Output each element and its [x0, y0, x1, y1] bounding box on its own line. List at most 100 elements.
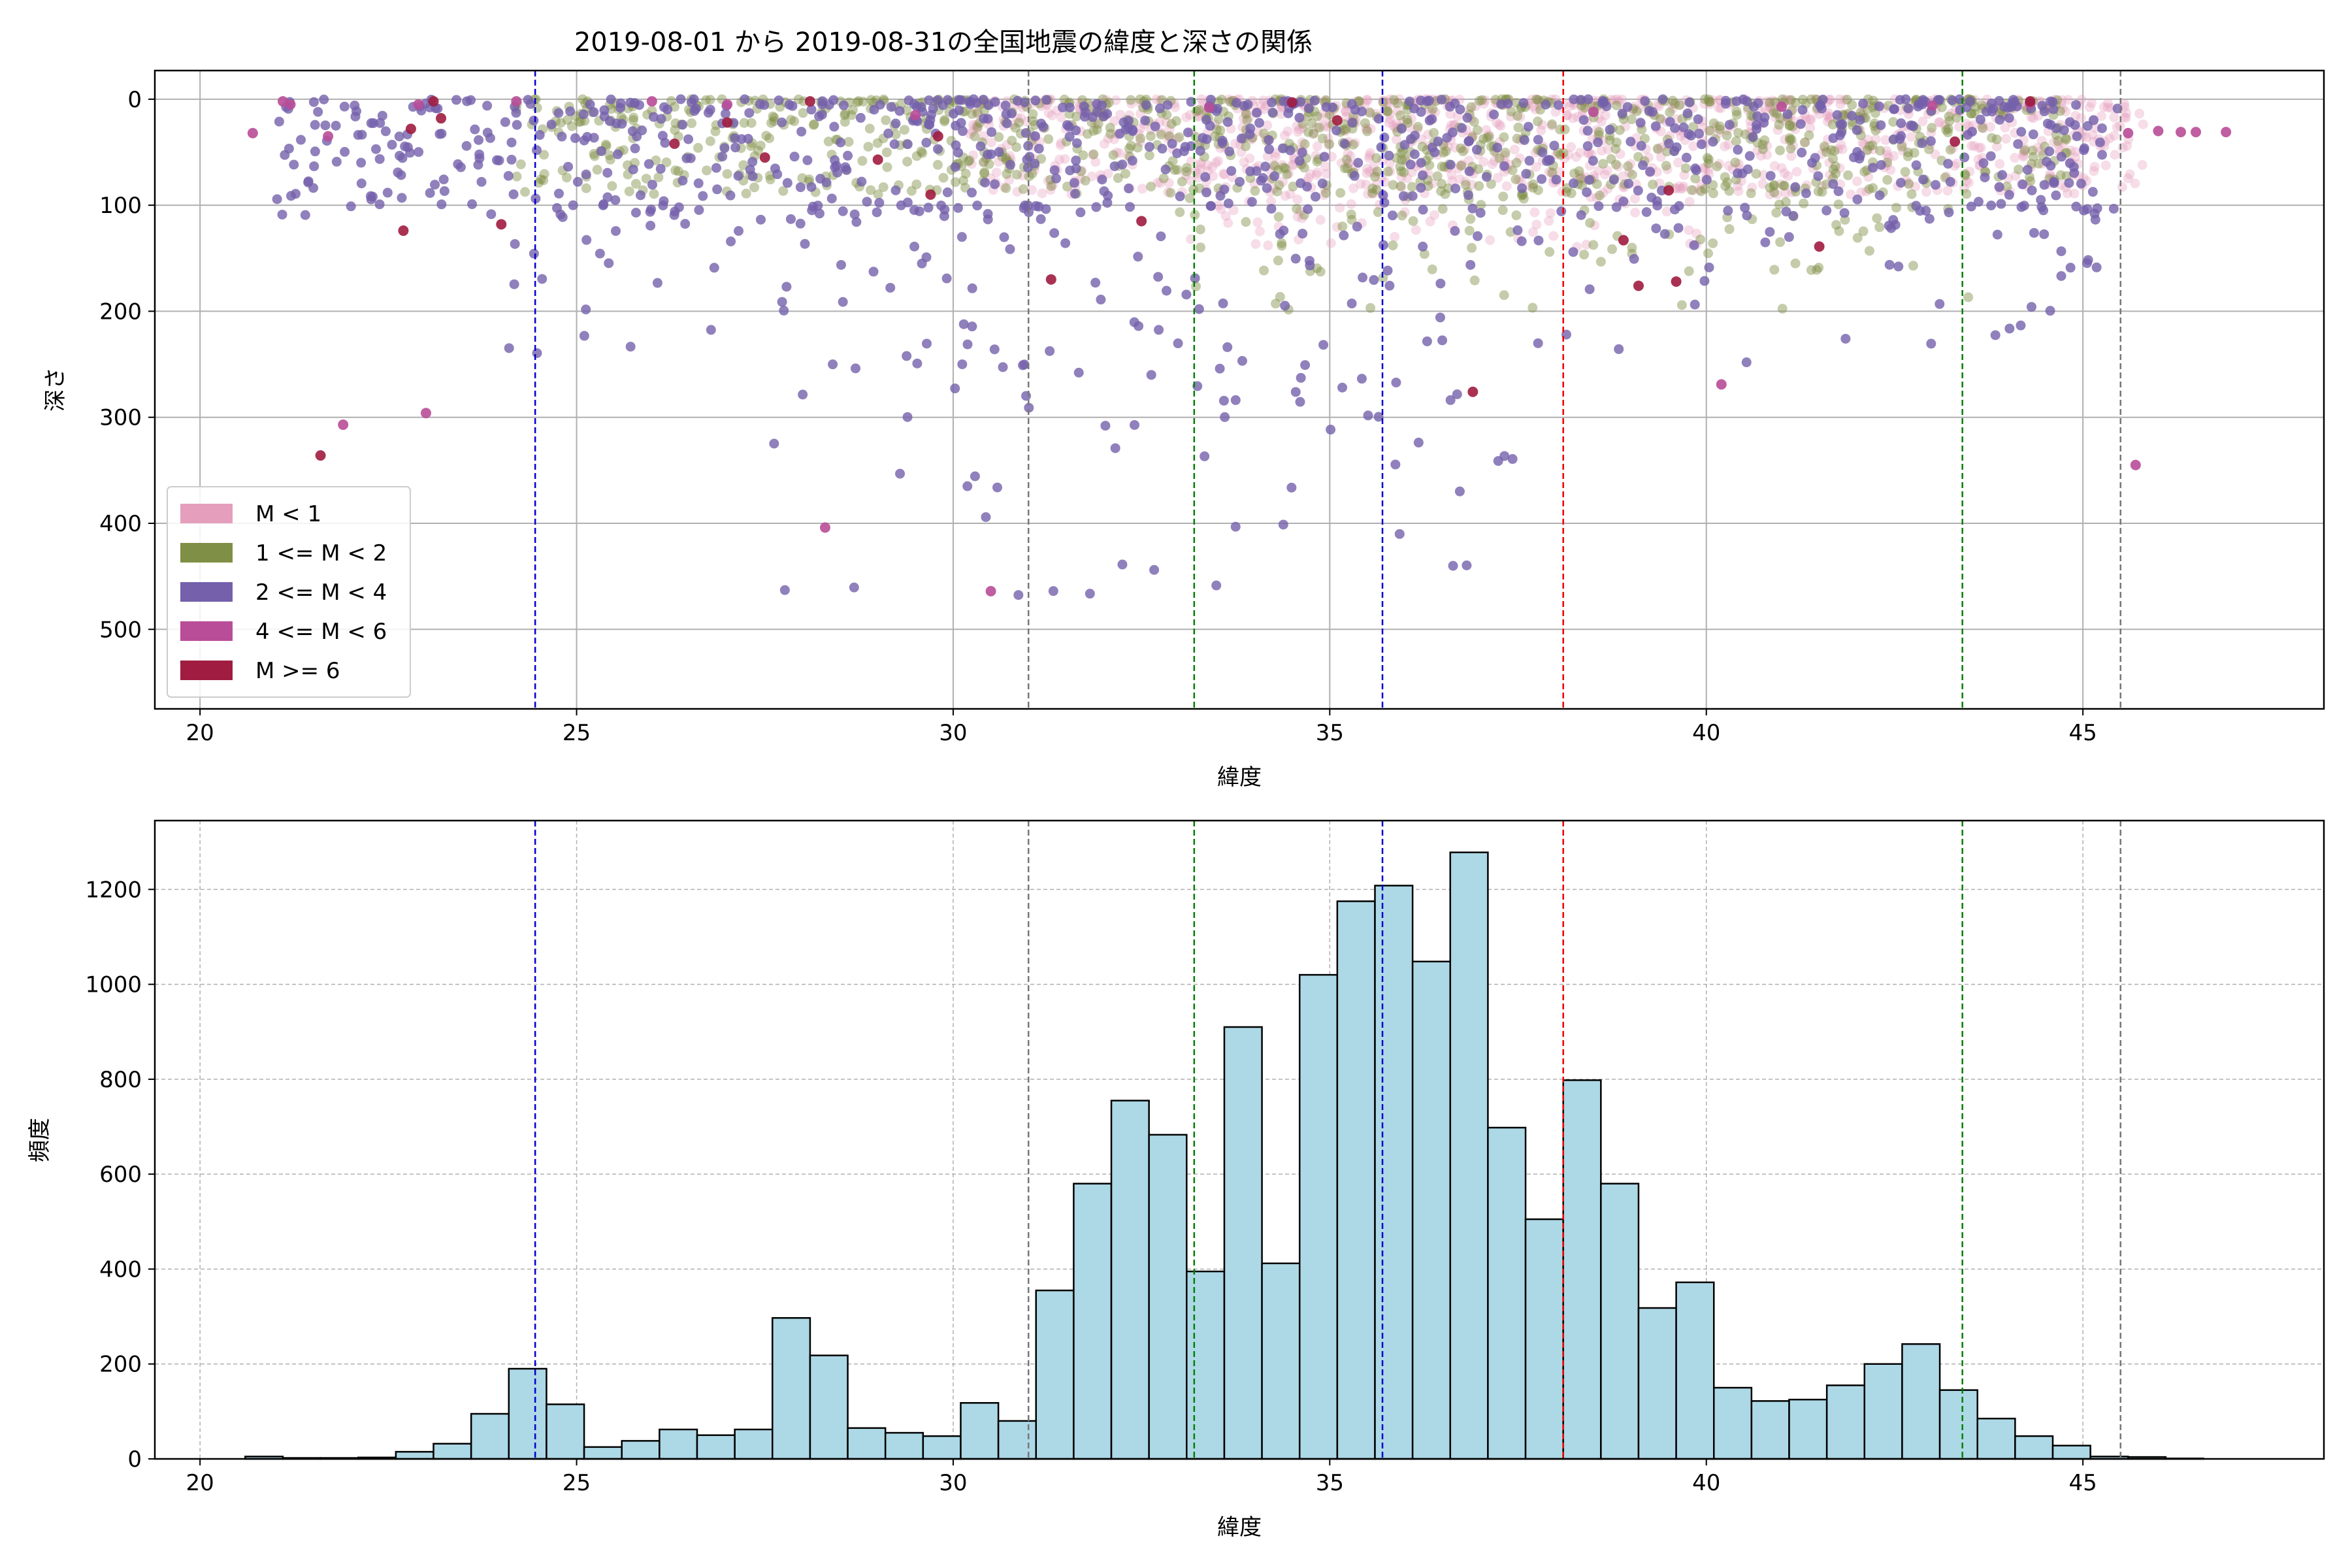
scatter-point [2046, 120, 2056, 130]
histogram-bar [922, 1435, 962, 1460]
scatter-point [759, 100, 770, 110]
scatter-point [872, 154, 883, 165]
scatter-point [1562, 110, 1573, 120]
scatter-point [1205, 121, 1215, 131]
scatter-point [932, 131, 943, 142]
scatter-point [653, 172, 664, 182]
scatter-point [943, 95, 953, 105]
scatter-point [552, 203, 563, 213]
scatter-point [1045, 185, 1056, 195]
scatter-point [1180, 142, 1190, 152]
scatter-point [1847, 100, 1857, 110]
scatter-point [277, 209, 287, 220]
scatter-point [1859, 139, 1869, 150]
scatter-point [309, 161, 319, 171]
scatter-point [1190, 210, 1200, 220]
scatter-point [1326, 425, 1336, 435]
scatter-point [1155, 178, 1166, 188]
scatter-point [1506, 106, 1516, 117]
scatter-point [1980, 172, 1990, 183]
scatter-point [1596, 116, 1607, 127]
scatter-point [1399, 140, 1410, 150]
scatter-point [1895, 178, 1906, 188]
scatter-point [866, 185, 876, 195]
scatter-point [511, 108, 521, 118]
scatter-point [1006, 108, 1017, 119]
scatter-point [2065, 158, 2075, 169]
histogram-bar [1713, 1386, 1753, 1460]
scatter-point [958, 175, 969, 186]
scatter-point [1880, 135, 1891, 145]
scatter-point [1874, 101, 1884, 112]
scatter-point [1419, 249, 1429, 259]
scatter-point [1560, 124, 1570, 135]
scatter-point [2002, 182, 2012, 192]
scatter-point [1494, 153, 1505, 163]
scatter-point [843, 137, 854, 147]
scatter-point [1720, 141, 1730, 152]
scatter-point [1518, 193, 1529, 204]
scatter-point [1364, 153, 1375, 163]
scatter-point [1294, 155, 1305, 166]
scatter-point [1903, 103, 1914, 114]
scatter-point [1105, 123, 1115, 133]
scatter-point [1786, 135, 1797, 145]
scatter-point [1405, 134, 1416, 144]
legend-box [167, 486, 411, 698]
scatter-point [500, 117, 510, 127]
scatter-point [397, 193, 407, 203]
scatter-point [819, 522, 830, 533]
scatter-point [1399, 207, 1410, 218]
scatter-point [1806, 94, 1816, 105]
scatter-point [1012, 169, 1022, 180]
scatter-point [823, 137, 834, 147]
scatter-point [1617, 108, 1627, 119]
scatter-point [1284, 169, 1294, 179]
scatter-point [648, 112, 659, 122]
scatter-point [1469, 275, 1480, 286]
scatter-point [962, 339, 973, 350]
histogram-bar [2051, 1445, 2091, 1460]
scatter-point [313, 106, 323, 117]
scatter-point [1985, 122, 1995, 132]
scatter-point [537, 274, 547, 284]
scatter-point [2027, 145, 2038, 155]
scatter-point [1499, 290, 1509, 301]
scatter-point [1861, 186, 1872, 197]
scatter-point [720, 108, 730, 119]
scatter-point [1312, 111, 1322, 122]
scatter-point [1633, 186, 1643, 196]
scatter-point [712, 184, 723, 195]
scatter-point [1821, 179, 1831, 189]
scatter-point [428, 96, 439, 107]
scatter-point [1152, 177, 1163, 188]
scatter-point [1188, 184, 1199, 195]
scatter-point [984, 159, 994, 169]
scatter-point [1390, 231, 1400, 242]
scatter-point [1384, 150, 1394, 161]
scatter-point [1471, 101, 1481, 112]
scatter-point [1903, 151, 1913, 161]
scatter-point [779, 585, 790, 595]
scatter-point [1305, 169, 1316, 179]
scatter-point [1239, 157, 1249, 167]
scatter-point [693, 142, 703, 153]
scatter-point [1111, 95, 1121, 106]
scatter-point [734, 226, 744, 237]
scatter-point [1600, 110, 1610, 121]
scatter-point [1270, 152, 1281, 162]
scatter-point [1952, 158, 1962, 169]
scatter-point [1746, 188, 1756, 199]
scatter-point [339, 101, 350, 112]
scatter-point [1396, 123, 1407, 134]
scatter-point [1005, 244, 1015, 254]
scatter-point [1765, 103, 1776, 113]
scatter-point [652, 278, 662, 288]
scatter-point [1382, 106, 1393, 116]
scatter-point [476, 176, 487, 187]
scatter-point [1071, 125, 1081, 136]
scatter-point [1315, 267, 1326, 277]
scatter-point [1786, 151, 1797, 161]
scatter-point [1405, 96, 1415, 106]
scatter-point [673, 166, 683, 176]
